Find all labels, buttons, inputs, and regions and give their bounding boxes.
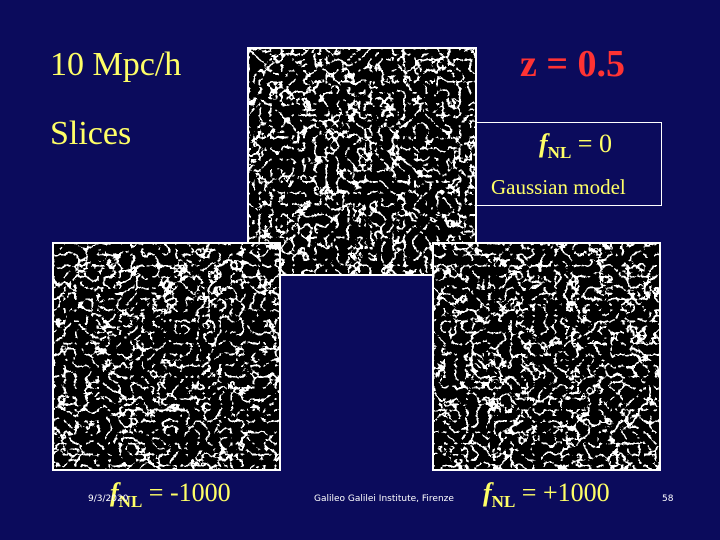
fnl-value: = +1000 [521, 478, 610, 507]
redshift: z = 0.5 [520, 43, 626, 85]
slide-subtitle: Slices [50, 115, 132, 152]
fnl-symbol: f [483, 478, 492, 507]
negative-slice [52, 242, 281, 471]
gaussian-slice [247, 47, 477, 276]
gaussian-box: fNL = 0 Gaussian model [476, 122, 662, 206]
footer-page: 58 [662, 494, 674, 504]
density-field [249, 49, 475, 274]
positive-slice [432, 242, 661, 471]
slice-image [434, 244, 659, 469]
footer-institute: Galileo Galilei Institute, Firenze [314, 494, 454, 504]
footer-date: 9/3/2020 [88, 494, 129, 504]
fnl-symbol: f [110, 478, 119, 507]
fnl-value: = -1000 [148, 478, 231, 507]
slice-image [249, 49, 475, 274]
density-field [434, 244, 659, 469]
positive-fnl: fNL = +1000 [483, 478, 610, 512]
fnl-subscript: NL [491, 492, 516, 511]
slide-title: 10 Mpc/h [50, 46, 182, 83]
fnl-subscript: NL [118, 492, 143, 511]
gaussian-caption: Gaussian model [491, 175, 626, 199]
fnl-symbol: f [539, 129, 548, 158]
negative-fnl: fNL = -1000 [110, 478, 231, 512]
fnl-value: = 0 [577, 129, 612, 158]
slice-image [54, 244, 279, 469]
fnl-subscript: NL [547, 143, 572, 162]
density-field [54, 244, 279, 469]
gaussian-fnl: fNL = 0 [539, 129, 612, 163]
